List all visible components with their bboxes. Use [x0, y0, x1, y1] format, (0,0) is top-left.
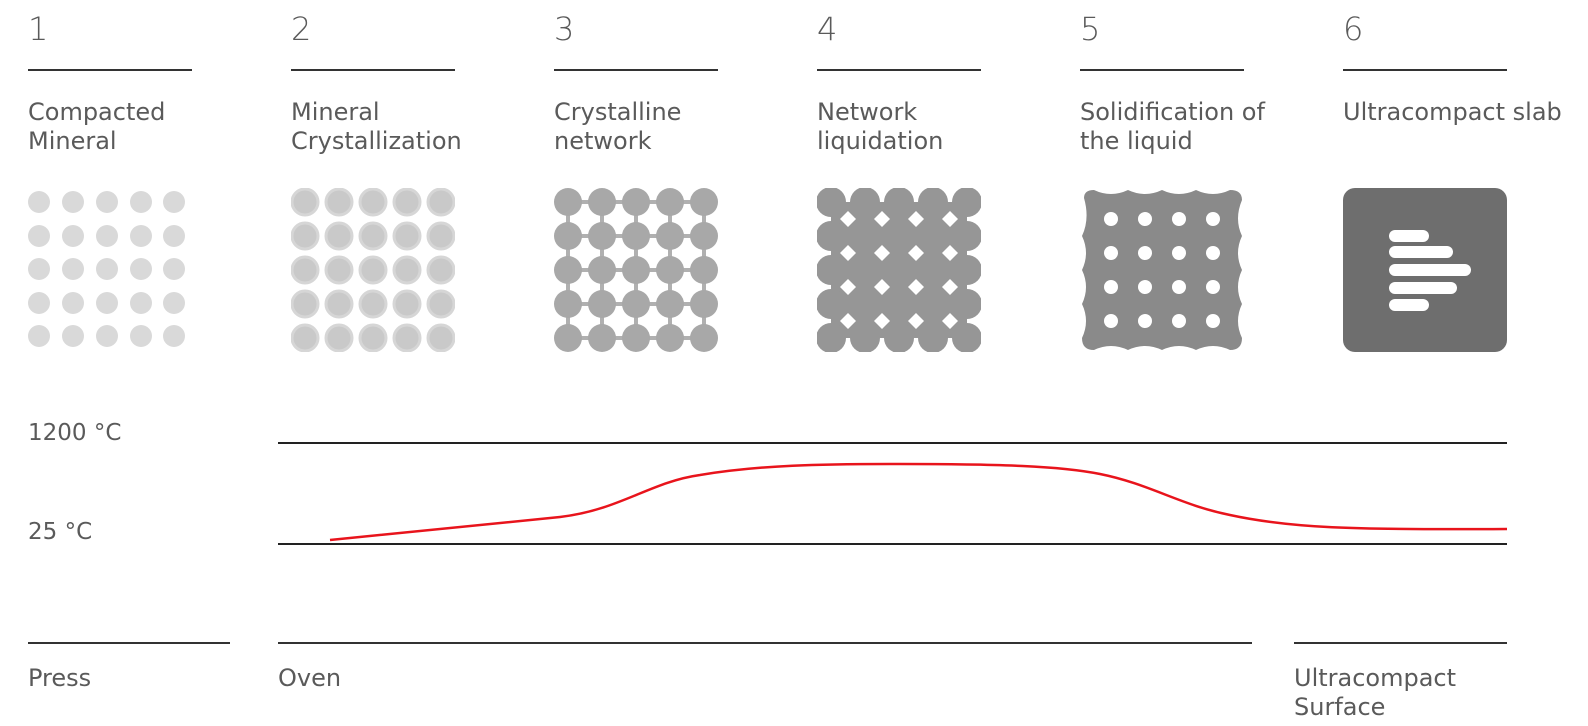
phase-divider-press [28, 642, 230, 644]
phase-label-press: Press [28, 664, 92, 692]
stage-label: Solidification of the liquid [1080, 98, 1265, 155]
temp-low-label: 25 °C [28, 519, 93, 545]
stage-divider [554, 69, 718, 71]
ultracompact-slab-icon [1343, 188, 1507, 352]
compacted-mineral-icon [28, 191, 185, 347]
stage-number: 4 [817, 10, 838, 48]
phase-divider-oven [278, 642, 1252, 644]
mineral-crystallization-icon [291, 188, 455, 352]
stage-number: 6 [1343, 10, 1364, 48]
temperature-chart [278, 442, 1508, 545]
stage-label: Network liquidation [817, 98, 944, 155]
stage-label: Ultracompact slab [1343, 98, 1562, 126]
stage-label: Compacted Mineral [28, 98, 166, 155]
crystalline-network-icon [554, 188, 718, 352]
temp-high-label: 1200 °C [28, 420, 122, 446]
stage-number: 3 [554, 10, 575, 48]
stage-divider [291, 69, 455, 71]
stage-divider [817, 69, 981, 71]
network-liquidation-icon [817, 188, 981, 352]
solidification-icon [1082, 190, 1242, 350]
stage-label: Mineral Crystallization [291, 98, 462, 155]
stage-number: 1 [28, 10, 49, 48]
stage-number: 2 [291, 10, 312, 48]
stage-label: Crystalline network [554, 98, 682, 155]
stage-divider [28, 69, 192, 71]
stage-divider [1343, 69, 1507, 71]
phase-label-surface: Ultracompact Surface [1294, 664, 1457, 721]
temperature-curve [329, 462, 1508, 542]
stage-number: 5 [1080, 10, 1101, 48]
stage-divider [1080, 69, 1244, 71]
phase-label-oven: Oven [278, 664, 342, 692]
phase-divider-surface [1294, 642, 1507, 644]
